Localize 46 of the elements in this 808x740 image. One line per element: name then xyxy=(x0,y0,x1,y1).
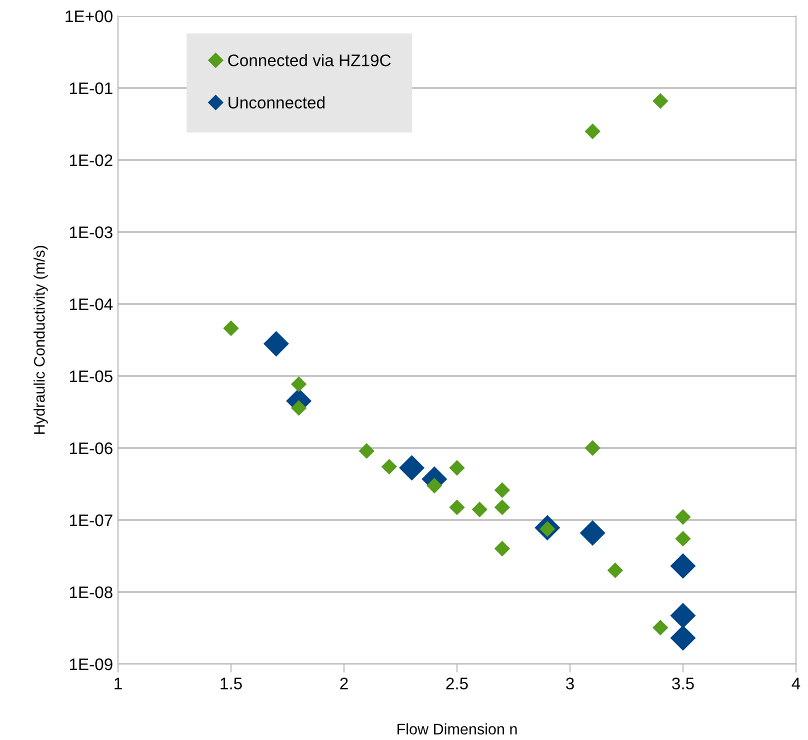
y-tick-label: 1E-03 xyxy=(70,226,112,238)
x-axis-title: Flow Dimension n xyxy=(398,723,517,735)
x-tick-label: 1 xyxy=(114,678,122,690)
point xyxy=(291,400,306,416)
point xyxy=(223,320,239,336)
x-tick-label: 3.5 xyxy=(672,678,694,690)
point xyxy=(449,500,465,515)
x-tick-label: 2 xyxy=(340,678,348,690)
y-tick-label: 1E-02 xyxy=(70,154,112,166)
y-tick-label: 1E-06 xyxy=(70,442,112,454)
point xyxy=(585,440,600,456)
legend-label: Connected via HZ19C xyxy=(228,54,391,66)
y-tick-label: 1E-09 xyxy=(70,658,112,670)
point xyxy=(675,531,691,546)
y-tick-label: 1E-04 xyxy=(70,298,113,310)
point xyxy=(399,455,424,480)
point xyxy=(608,562,623,578)
x-tick-label: 4 xyxy=(792,678,800,690)
y-tick-label: 1E-07 xyxy=(70,514,112,526)
point xyxy=(426,478,442,494)
point xyxy=(675,509,691,525)
x-tick-label: 3 xyxy=(566,678,574,690)
y-axis-title: Hydraulic Conductivity (m/s) xyxy=(34,246,48,434)
point xyxy=(494,500,510,515)
point xyxy=(359,443,374,459)
point xyxy=(580,520,606,546)
point xyxy=(472,502,488,518)
y-tick-label: 1E+00 xyxy=(66,10,112,22)
point xyxy=(670,625,696,650)
point xyxy=(652,93,668,109)
x-tick-label: 1.5 xyxy=(220,678,242,690)
point xyxy=(449,460,465,476)
point xyxy=(670,603,696,628)
point xyxy=(291,376,306,392)
point xyxy=(652,620,668,636)
legend-label: Unconnected xyxy=(228,96,324,108)
point xyxy=(264,331,289,356)
point xyxy=(494,541,510,556)
y-tick-label: 1E-01 xyxy=(70,82,112,94)
point xyxy=(494,482,510,498)
point xyxy=(382,459,397,474)
point xyxy=(670,553,696,578)
x-tick-label: 2.5 xyxy=(446,678,468,690)
point xyxy=(585,124,600,139)
y-tick-label: 1E-05 xyxy=(70,370,112,382)
y-tick-label: 1E-08 xyxy=(70,586,112,598)
